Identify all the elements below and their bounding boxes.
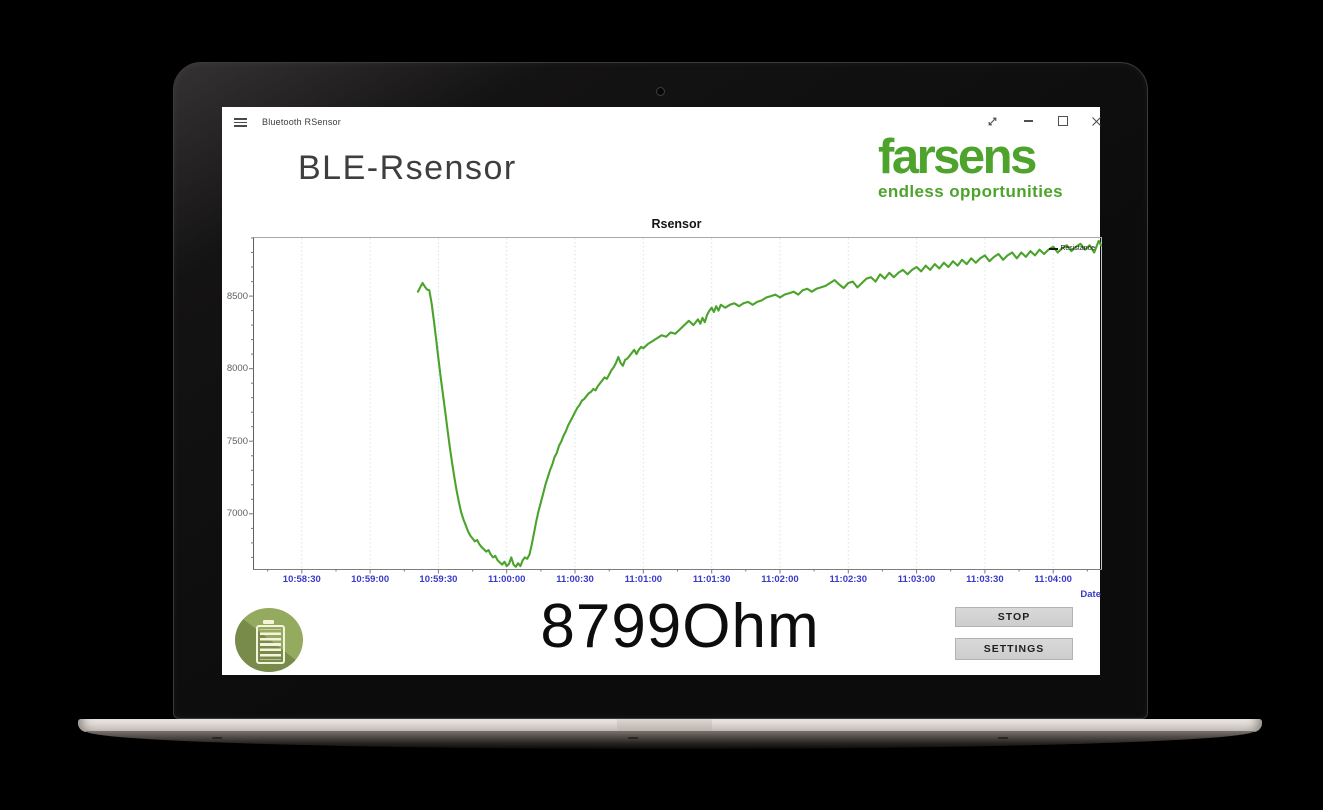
chart-canvas: [249, 237, 1103, 574]
y-tick-label: 7500: [226, 435, 248, 447]
legend-label: Resistance: [1060, 245, 1095, 252]
laptop-foot: [212, 737, 222, 739]
laptop-foot: [628, 737, 638, 739]
x-tick-label: 11:00:30: [556, 574, 594, 585]
chart-legend: Resistance: [1049, 245, 1095, 252]
x-tick-label: 11:03:00: [897, 574, 936, 585]
y-tick-label: 8500: [226, 290, 248, 302]
hamburger-icon[interactable]: [234, 118, 247, 127]
window-title: Bluetooth RSensor: [262, 117, 341, 127]
x-tick-label: 11:04:00: [1034, 574, 1072, 585]
settings-button[interactable]: SETTINGS: [955, 638, 1073, 660]
farsens-logo: farsens endless opportunities: [878, 130, 1100, 201]
stop-button[interactable]: STOP: [955, 607, 1073, 627]
battery-icon: [263, 620, 274, 624]
page-title: BLE-Rsensor: [298, 149, 517, 187]
logo-wordmark: farsens: [878, 130, 1037, 184]
x-axis-title: Date: [1080, 589, 1101, 600]
x-tick-label: 11:01:00: [624, 574, 663, 585]
battery-badge: [235, 608, 303, 672]
close-button[interactable]: [1088, 113, 1104, 129]
x-tick-label: 11:02:00: [761, 574, 799, 585]
logo-tagline: endless opportunities: [878, 182, 1064, 201]
chart-title: Rsensor: [651, 217, 702, 231]
x-tick-label: 11:03:30: [966, 574, 1004, 585]
chart-plot: 8500 8000 7500 7000 10:58:30 10:59:00 10:59:3…: [227, 237, 1103, 600]
maximize-button[interactable]: [1055, 113, 1071, 129]
title-bar: Bluetooth RSensor: [222, 107, 1101, 137]
y-tick-label: 7000: [226, 508, 248, 520]
x-tick-label: 10:59:30: [419, 574, 458, 585]
x-tick-label: 11:01:30: [692, 574, 731, 585]
y-tick-label: 8000: [226, 363, 248, 375]
laptop-base-bottom: [86, 731, 1254, 749]
sensor-reading-value: 8799Ohm: [540, 592, 820, 661]
legend-line-icon: [1049, 247, 1059, 250]
webcam-dot: [656, 87, 665, 96]
x-tick-label: 11:00:00: [487, 574, 526, 585]
app-window: Bluetooth RSensor BLE-Rsensor farsens en…: [222, 107, 1103, 675]
x-tick-label: 10:58:30: [282, 574, 321, 585]
expand-icon[interactable]: [984, 113, 1000, 129]
x-tick-label: 11:02:30: [829, 574, 868, 585]
battery-icon-body: [256, 625, 285, 664]
laptop-foot: [998, 737, 1008, 739]
x-tick-label: 10:59:00: [351, 574, 390, 585]
minimize-button[interactable]: [1020, 113, 1036, 129]
